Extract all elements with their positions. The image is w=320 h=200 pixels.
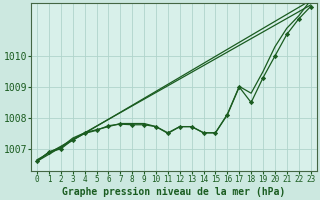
X-axis label: Graphe pression niveau de la mer (hPa): Graphe pression niveau de la mer (hPa) — [62, 186, 285, 197]
